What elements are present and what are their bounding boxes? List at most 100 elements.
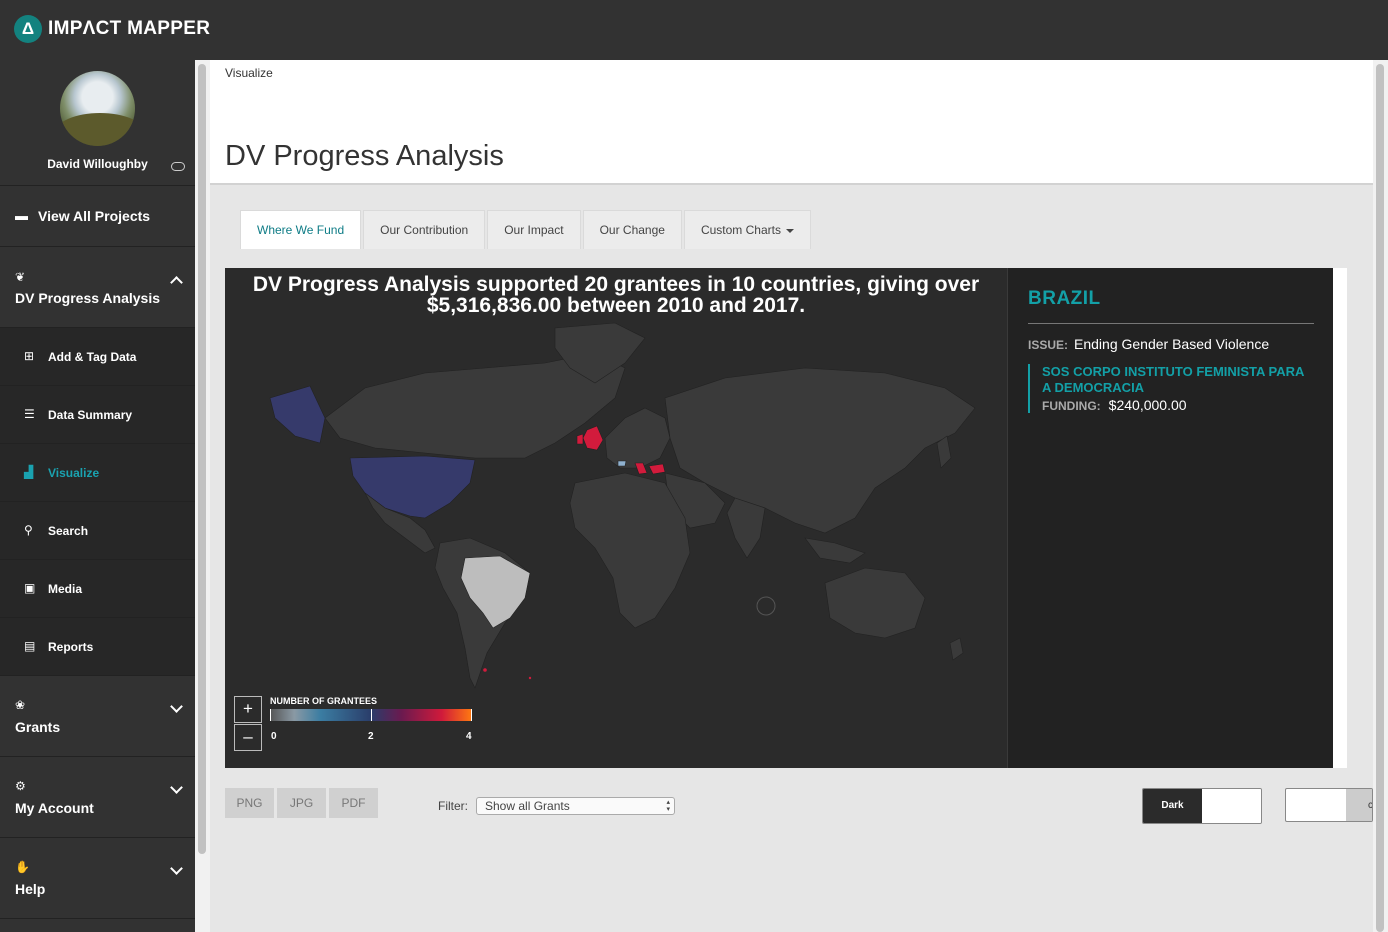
chevron-up-icon[interactable] <box>170 276 183 289</box>
sidebar-item-label: Add & Tag Data <box>48 350 137 364</box>
avatar[interactable] <box>60 71 135 146</box>
tab-our-change[interactable]: Our Change <box>582 210 682 249</box>
app-logo[interactable]: Δ IMPΛCT MAPPER <box>14 15 210 43</box>
theme-dark-option[interactable]: Dark <box>1143 789 1202 823</box>
country-detail-panel: BRAZIL ISSUE: Ending Gender Based Violenc… <box>1007 268 1333 768</box>
region-indonesia[interactable] <box>804 537 866 564</box>
sidebar-item-reports[interactable]: ▤ Reports <box>0 618 195 676</box>
grantee-entry: SOS CORPO INSTITUTO FEMINISTA PARA A DEM… <box>1028 364 1314 413</box>
world-map[interactable] <box>225 268 1007 768</box>
tab-our-contribution[interactable]: Our Contribution <box>363 210 486 249</box>
issue-row: ISSUE: Ending Gender Based Violence <box>1028 336 1269 352</box>
legend-marker <box>471 709 472 721</box>
sidebar-item-data-summary[interactable]: ☰ Data Summary <box>0 386 195 444</box>
filter-select[interactable]: Show all Grants <box>476 797 675 815</box>
map-headline: DV Progress Analysis supported 20 grante… <box>225 274 1007 316</box>
country-uk[interactable] <box>582 425 604 451</box>
export-pdf-button[interactable]: PDF <box>329 788 378 818</box>
country-australia[interactable] <box>824 567 926 639</box>
chevron-down-icon[interactable] <box>170 700 183 713</box>
country-mexico[interactable] <box>364 492 436 554</box>
sidebar-item-help[interactable]: ✋ Help <box>0 838 195 919</box>
plus-square-icon: ⊞ <box>24 349 35 363</box>
export-png-button[interactable]: PNG <box>225 788 274 818</box>
sidebar-item-visualize[interactable]: ▟ Visualize <box>0 444 195 502</box>
country-switzerland[interactable] <box>617 460 627 467</box>
page-scrollbar[interactable] <box>1373 60 1388 932</box>
tab-where-we-fund[interactable]: Where We Fund <box>240 210 362 249</box>
sidebar-item-project[interactable]: ❦ DV Progress Analysis <box>0 247 195 328</box>
country-south-georgia[interactable] <box>528 676 532 680</box>
country-brazil[interactable] <box>460 555 531 629</box>
theme-light-option[interactable] <box>1202 789 1261 823</box>
mauritius-marker-icon[interactable] <box>756 596 776 616</box>
region-africa[interactable] <box>569 472 691 629</box>
theme-toggle[interactable]: Dark <box>1142 788 1262 824</box>
country-usa-alaska[interactable] <box>269 385 326 444</box>
sidebar-item-my-account[interactable]: ⚙ My Account <box>0 757 195 838</box>
sidebar-item-media[interactable]: ▣ Media <box>0 560 195 618</box>
country-india[interactable] <box>726 497 766 559</box>
sidebar-item-label: Reports <box>48 640 94 654</box>
legend-title: NUMBER OF GRANTEES <box>270 696 378 706</box>
chevron-down-icon[interactable] <box>170 781 183 794</box>
country-bosnia[interactable] <box>634 462 648 475</box>
sidebar-item-label: My Account <box>15 800 94 816</box>
image-icon: ▣ <box>24 581 36 595</box>
country-japan[interactable] <box>936 435 952 469</box>
country-greenland[interactable] <box>554 322 646 384</box>
page-header: Visualize DV Progress Analysis <box>210 60 1373 185</box>
visualize-tabs: Where We Fund Our Contribution Our Impac… <box>240 210 813 249</box>
sidebar-item-label: View All Projects <box>38 208 151 224</box>
gears-icon: ⚙ <box>15 779 26 793</box>
export-buttons: PNG JPG PDF <box>225 788 381 818</box>
sidebar-item-label: Data Summary <box>48 408 133 422</box>
country-falklands[interactable] <box>483 668 487 672</box>
sidebar-item-grants[interactable]: ❀ Grants <box>0 676 195 757</box>
grantee-name[interactable]: SOS CORPO INSTITUTO FEMINISTA PARA A DEM… <box>1042 364 1304 395</box>
sidebar-item-search[interactable]: ⚲ Search <box>0 502 195 560</box>
map-legend: NUMBER OF GRANTEES 0 2 4 <box>270 696 472 742</box>
country-bulgaria[interactable] <box>648 463 666 475</box>
sidebar-item-label: Grants <box>15 719 61 735</box>
funding-row: FUNDING: $240,000.00 <box>1042 397 1314 413</box>
hand-icon: ✋ <box>15 860 30 874</box>
user-name[interactable]: David Willoughby <box>47 157 148 171</box>
zoom-in-button[interactable]: + <box>234 696 262 723</box>
caret-down-icon <box>785 228 794 233</box>
tab-our-impact[interactable]: Our Impact <box>487 210 581 249</box>
sidebar-scrollbar[interactable] <box>195 60 210 932</box>
sidebar-item-add-tag-data[interactable]: ⊞ Add & Tag Data <box>0 328 195 386</box>
country-name: BRAZIL <box>1028 288 1101 309</box>
country-usa[interactable] <box>349 455 476 519</box>
issue-value: Ending Gender Based Violence <box>1074 336 1270 352</box>
country-new-zealand[interactable] <box>949 637 964 661</box>
legend-tick: 0 <box>271 731 277 742</box>
breadcrumb[interactable]: Visualize <box>225 66 273 80</box>
sidebar-item-view-all-projects[interactable]: ▬ View All Projects <box>0 186 195 247</box>
zoom-out-button[interactable]: – <box>234 724 262 751</box>
funding-label: FUNDING: <box>1042 399 1101 413</box>
main-content: Visualize DV Progress Analysis Where We … <box>210 60 1373 932</box>
logo-icon: Δ <box>14 15 42 43</box>
legend-tick: 2 <box>368 731 374 742</box>
country-canada[interactable] <box>324 352 626 459</box>
headline-line: $5,316,836.00 between 2010 and 2017. <box>426 294 806 317</box>
folder-open-icon: ▬ <box>15 208 28 223</box>
sidebar-item-label: Visualize <box>48 466 100 480</box>
profile-toggle-icon[interactable] <box>171 162 185 171</box>
leaf-icon: ❦ <box>15 270 26 284</box>
divider <box>1028 323 1314 324</box>
search-icon: ⚲ <box>24 523 33 537</box>
chevron-down-icon[interactable] <box>170 862 183 875</box>
top-bar: Δ IMPΛCT MAPPER <box>0 0 1388 60</box>
zoom-controls: + – <box>234 696 262 751</box>
page-title: DV Progress Analysis <box>225 140 504 172</box>
export-jpg-button[interactable]: JPG <box>277 788 326 818</box>
tab-custom-charts[interactable]: Custom Charts <box>683 210 811 249</box>
second-toggle-label: c <box>1346 789 1372 821</box>
country-ireland[interactable] <box>576 433 584 445</box>
headline-line: DV Progress Analysis supported 20 grante… <box>252 273 980 296</box>
region-europe[interactable] <box>604 407 671 469</box>
second-toggle[interactable]: c <box>1285 788 1373 822</box>
